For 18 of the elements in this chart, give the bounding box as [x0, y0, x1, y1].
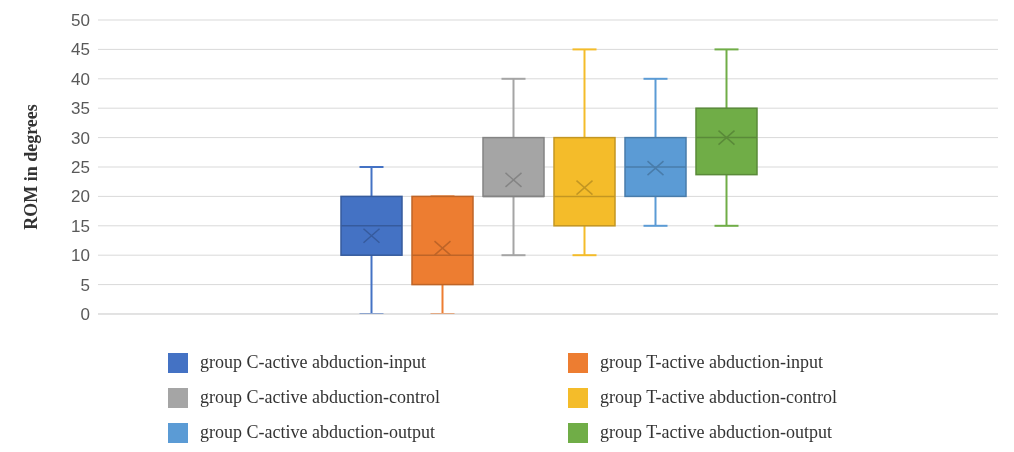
y-tick-label: 15 [71, 216, 90, 236]
legend-label: group T-active abduction-output [600, 422, 832, 443]
y-tick-label: 5 [80, 275, 90, 295]
y-tick-label: 10 [71, 246, 90, 266]
y-tick-label: 25 [71, 158, 90, 178]
y-tick-label: 50 [71, 11, 90, 31]
legend-label: group T-active abduction-input [600, 352, 823, 373]
legend-label: group C-active abduction-input [200, 352, 426, 373]
y-tick-label: 35 [71, 99, 90, 119]
y-tick-label: 0 [80, 305, 90, 325]
y-tick-label: 30 [71, 128, 90, 148]
y-tick-label: 40 [71, 69, 90, 89]
y-tick-label: 45 [71, 40, 90, 60]
legend-label: group C-active abduction-control [200, 387, 440, 408]
y-tick-label: 20 [71, 187, 90, 207]
legend-label: group T-active abduction-control [600, 387, 837, 408]
legend-label: group C-active abduction-output [200, 422, 435, 443]
y-axis-title: ROM in degrees [21, 104, 42, 230]
